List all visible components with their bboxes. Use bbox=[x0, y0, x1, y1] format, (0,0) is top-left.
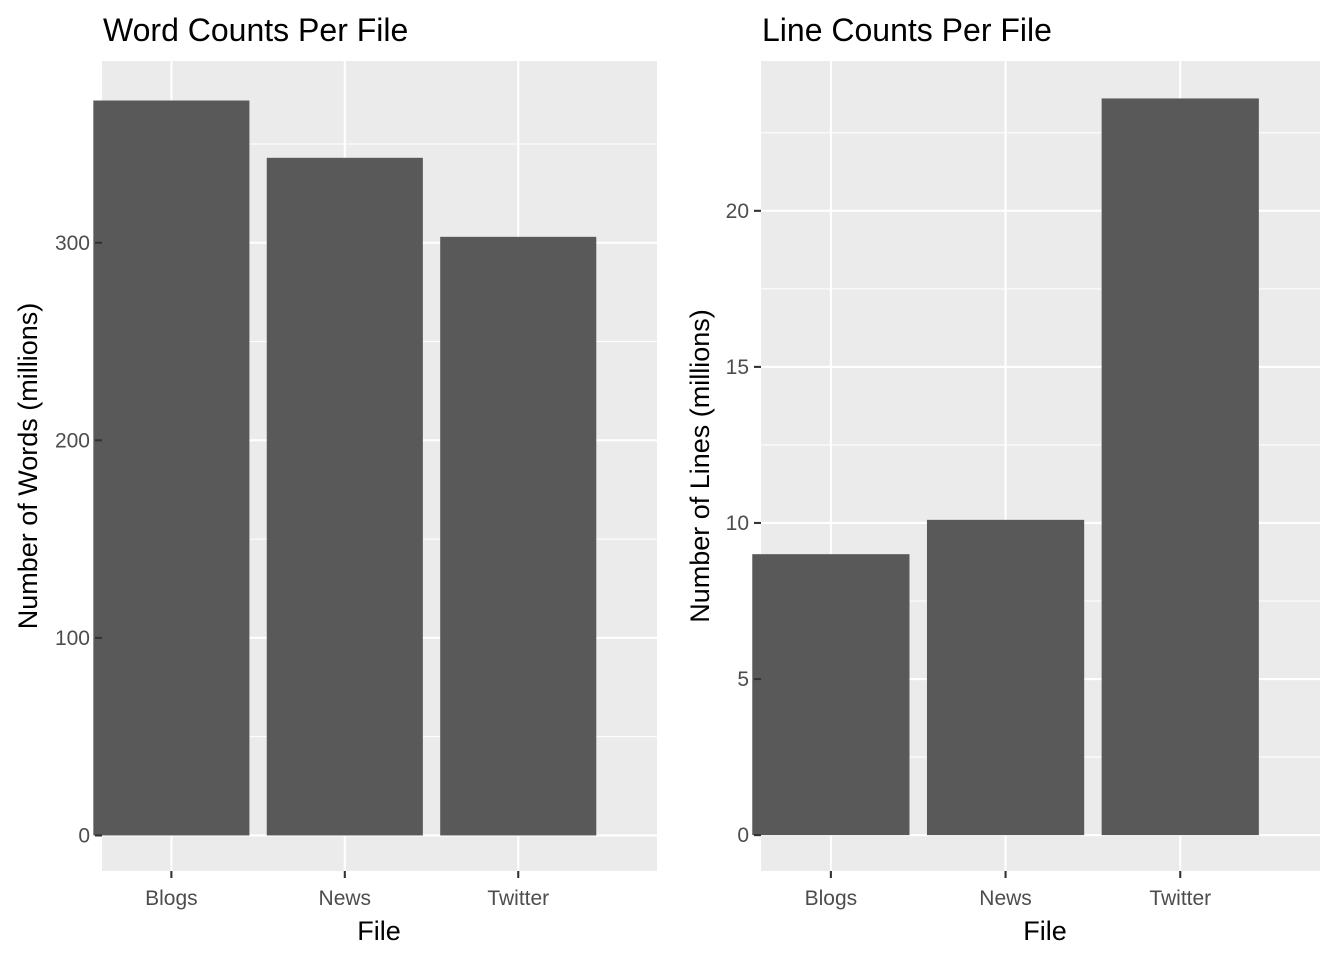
line-count-chart: Line Counts Per File 0 5 10 15 20 Blogs News T… bbox=[685, 12, 1320, 946]
y-axis: 0 100 200 300 bbox=[55, 232, 102, 847]
bars bbox=[93, 100, 597, 836]
x-axis-title: File bbox=[1023, 916, 1067, 946]
x-tick-label: Twitter bbox=[1149, 887, 1211, 910]
y-tick-label: 300 bbox=[55, 232, 90, 255]
y-tick-label: 15 bbox=[726, 356, 749, 379]
x-axis: Blogs News Twitter bbox=[145, 871, 549, 910]
y-axis-title: Number of Words (millions) bbox=[13, 303, 43, 630]
bar-blogs bbox=[93, 100, 250, 836]
bar-blogs bbox=[752, 554, 910, 836]
y-tick-label: 5 bbox=[737, 668, 749, 691]
chart-title: Line Counts Per File bbox=[762, 12, 1052, 48]
y-axis-title: Number of Lines (millions) bbox=[685, 309, 715, 623]
x-axis-title: File bbox=[357, 916, 401, 946]
x-tick-label: Blogs bbox=[145, 887, 198, 910]
y-tick-label: 10 bbox=[726, 512, 749, 535]
y-tick-label: 0 bbox=[78, 824, 90, 847]
y-tick-label: 20 bbox=[726, 200, 749, 223]
x-tick-label: Twitter bbox=[487, 887, 549, 910]
bar-news bbox=[926, 519, 1085, 836]
y-axis: 0 5 10 15 20 bbox=[726, 200, 761, 847]
y-tick-label: 100 bbox=[55, 627, 90, 650]
x-tick-label: News bbox=[319, 887, 372, 910]
bar-twitter bbox=[1101, 98, 1259, 836]
bar-news bbox=[266, 157, 423, 836]
x-axis: Blogs News Twitter bbox=[805, 871, 1211, 910]
y-tick-label: 0 bbox=[737, 824, 749, 847]
bar-twitter bbox=[440, 236, 597, 836]
x-tick-label: News bbox=[979, 887, 1032, 910]
chart-title: Word Counts Per File bbox=[103, 12, 408, 48]
x-tick-label: Blogs bbox=[805, 887, 858, 910]
y-tick-label: 200 bbox=[55, 429, 90, 452]
word-count-chart: Word Counts Per File 0 100 200 300 Blogs New… bbox=[13, 12, 657, 946]
bars bbox=[752, 98, 1259, 836]
